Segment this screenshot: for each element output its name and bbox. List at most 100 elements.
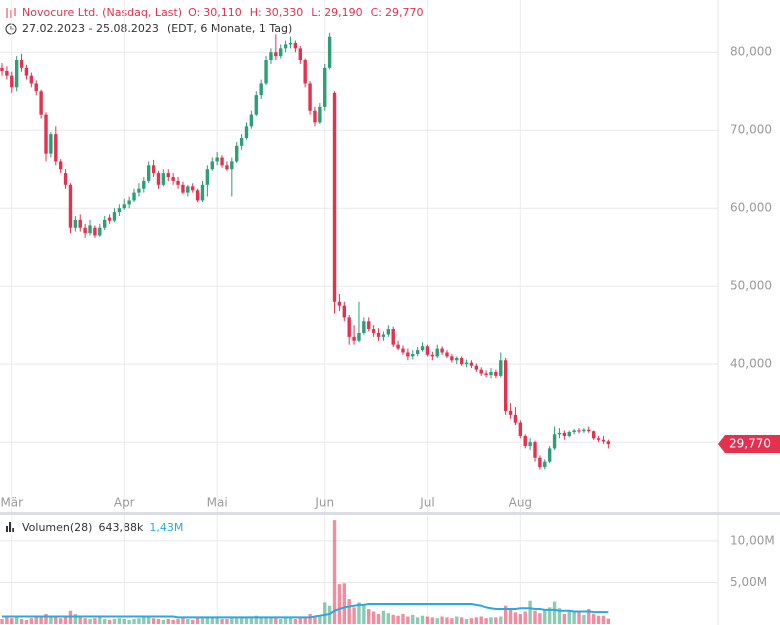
candle-body (264, 60, 268, 84)
volume-bar (376, 614, 381, 624)
candle-body (44, 114, 48, 154)
candle-body (171, 177, 175, 181)
volume-bar (523, 611, 527, 624)
candle-body (411, 354, 415, 357)
candle-body (68, 184, 73, 228)
candle-body (230, 161, 234, 170)
quote-value: 30,110 (203, 6, 242, 19)
candle-body (107, 217, 112, 221)
candle-body (10, 75, 14, 88)
date-range: 27.02.2023 - 25.08.2023 (22, 22, 159, 35)
volume-bar (230, 616, 234, 624)
header-icon (6, 8, 16, 18)
candle-body (147, 165, 151, 181)
volume-bar (528, 600, 532, 624)
volume-bar (63, 616, 68, 624)
volume-bar (176, 619, 180, 624)
volume-bar (34, 617, 38, 624)
candle-body (538, 457, 542, 468)
volume-bar (596, 615, 601, 624)
quote-label: H: (250, 6, 262, 19)
volume-bar (459, 617, 464, 624)
candle-body (220, 157, 224, 166)
x-tick-label: Mai (207, 496, 228, 510)
volume-bar (44, 614, 48, 624)
volume-bar (39, 615, 43, 624)
quote-label: C: (371, 6, 382, 19)
volume-bar (102, 619, 107, 624)
candle-body (117, 208, 122, 213)
volume-bar (259, 617, 263, 624)
y-tick-label: 40,000 (730, 357, 772, 371)
volume-bar (567, 611, 571, 624)
volume-bar (181, 618, 185, 624)
volume-bar (479, 616, 483, 624)
volume-bar (381, 610, 386, 624)
header-quote: Novocure Ltd. (Nasdaq, Last) O: 30,110 H: 30… (22, 6, 423, 19)
candle-body (303, 60, 307, 84)
candle-body (386, 329, 391, 335)
candle-body (362, 321, 366, 333)
volume-bar (450, 618, 454, 624)
volume-bar (98, 617, 102, 624)
volume-bar (484, 618, 488, 624)
candle-body (259, 83, 263, 96)
volume-bar (298, 618, 302, 624)
volume-bar (137, 618, 141, 624)
candle-body (376, 332, 381, 337)
volume-current: 643,88k (98, 521, 143, 534)
volume-bar (225, 619, 229, 624)
volume-bar (391, 614, 395, 624)
candle-body (332, 92, 337, 302)
volume-bar (249, 616, 254, 624)
volume-bar (499, 616, 503, 624)
candle-body (112, 212, 117, 221)
y-tick-label: 60,000 (730, 201, 772, 215)
volume-bar (464, 619, 469, 624)
candle-body (176, 180, 180, 185)
x-tick-label: Jul (419, 496, 434, 510)
volume-bar (371, 611, 376, 624)
volume-bar (186, 619, 190, 624)
volume-bar (200, 618, 205, 624)
volume-bar (367, 609, 371, 624)
candle-body (244, 126, 249, 139)
candle-body (435, 348, 439, 357)
candle-body (591, 431, 596, 439)
candle-body (489, 371, 493, 376)
volume-title: Volumen(28) (22, 521, 92, 534)
volume-bar (29, 618, 34, 624)
volume-bar (254, 615, 258, 624)
volume-ma-line (2, 603, 609, 619)
candle-body (137, 188, 141, 193)
candle-body (342, 305, 346, 318)
candle-body (557, 432, 562, 435)
candle-body (63, 173, 68, 185)
candle-body (401, 348, 405, 353)
candle-body (391, 329, 395, 345)
volume-bar (357, 602, 361, 624)
volume-tick-label: 10,00M (730, 533, 775, 547)
candle-body (450, 356, 454, 361)
volume-tick-label: 5,00M (730, 575, 767, 589)
volume-bar (411, 614, 415, 624)
volume-bar (323, 602, 327, 624)
candle-body (513, 414, 518, 423)
candle-body (127, 200, 131, 205)
volume-bar (401, 614, 405, 624)
volume-bar (420, 615, 425, 624)
candle-body (161, 173, 166, 185)
volume-bar (518, 614, 523, 624)
candle-body (283, 44, 288, 49)
candle-body (58, 161, 63, 170)
volume-bar (142, 617, 146, 624)
candle-body (455, 357, 459, 361)
candle-body (83, 227, 87, 234)
candle-body (39, 91, 43, 115)
volume-bar (107, 619, 112, 624)
volume-bar (572, 612, 576, 624)
header-range: 27.02.2023 - 25.08.2023 (EDT, 6 Monate, 1… (22, 22, 292, 35)
candle-body (122, 204, 126, 209)
